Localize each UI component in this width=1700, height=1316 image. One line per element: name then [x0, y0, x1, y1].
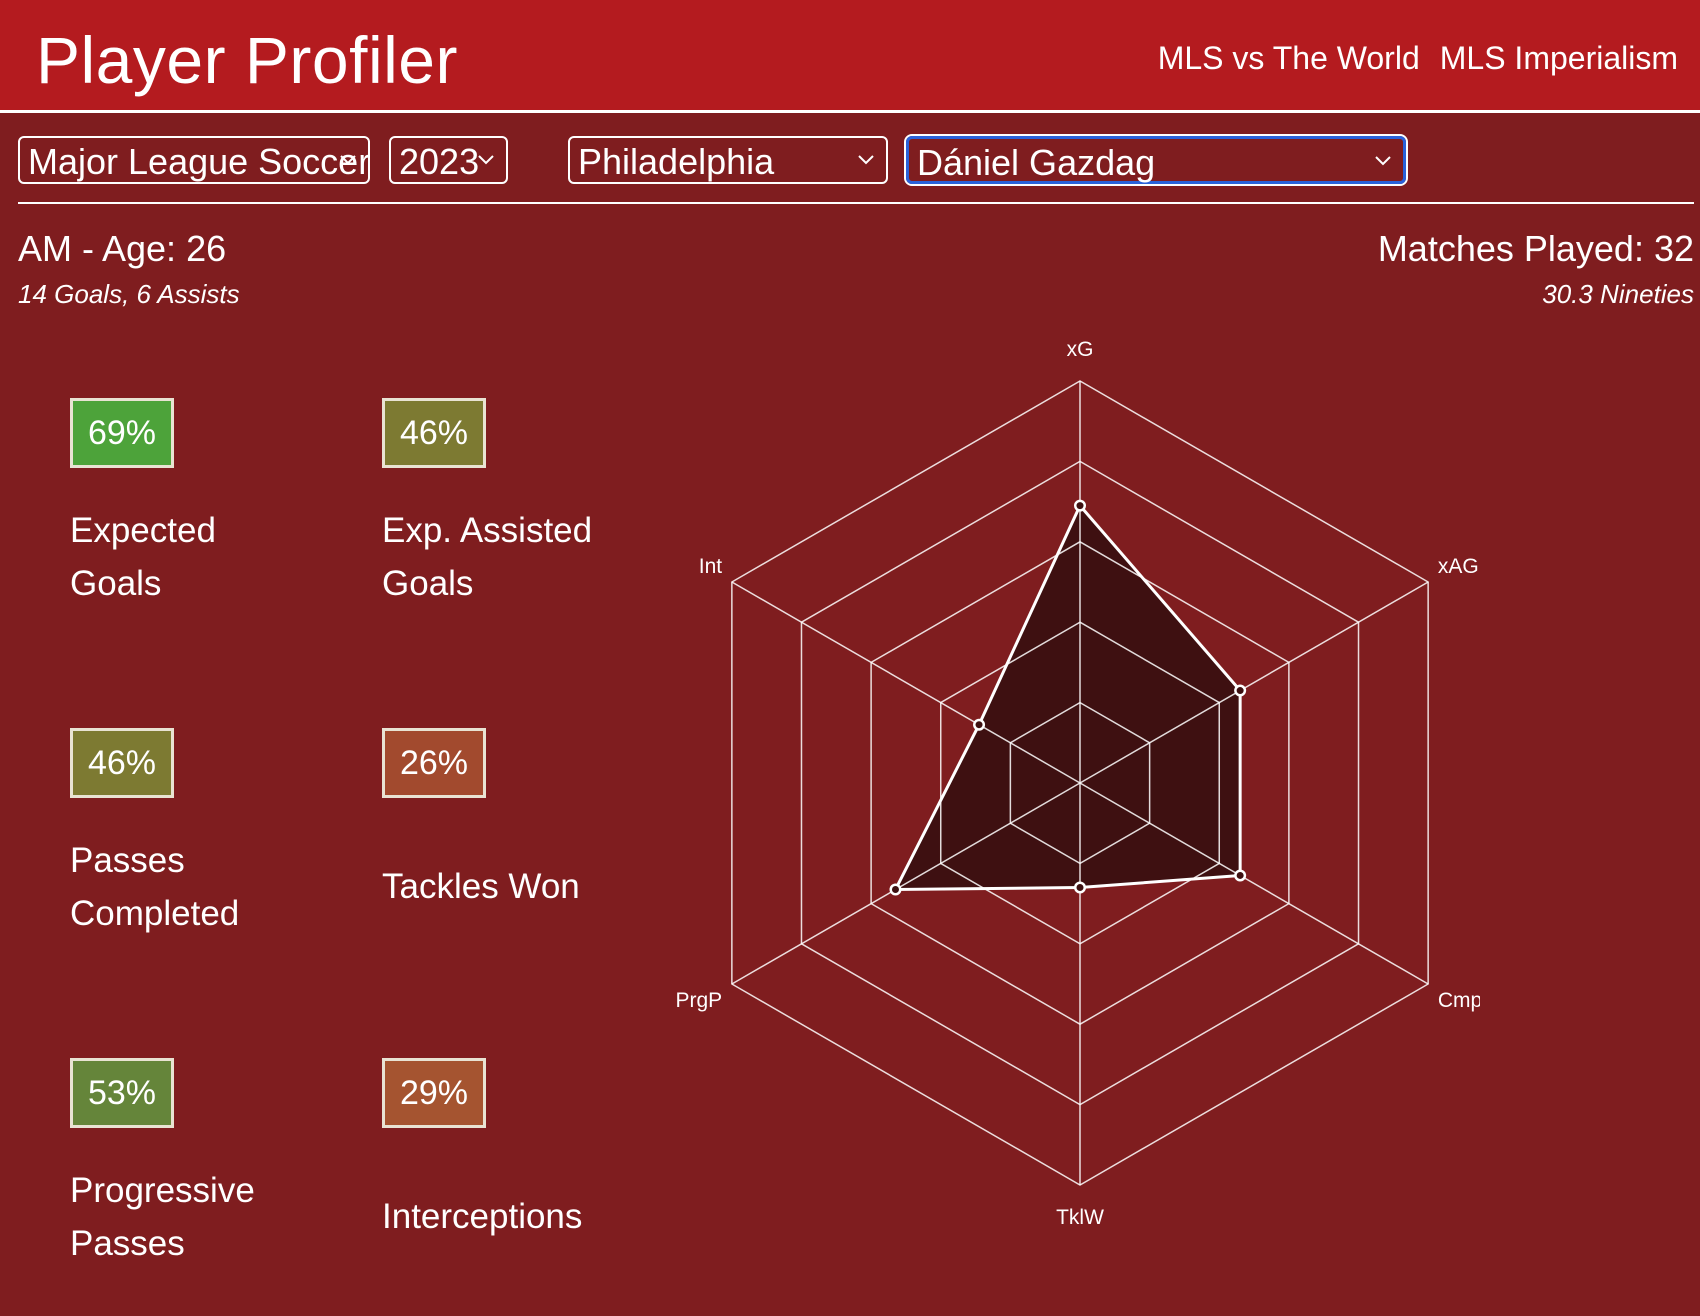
radar-axis-label-cmp: Cmp — [1438, 989, 1480, 1012]
metric-label: Exp. Assisted Goals — [382, 511, 593, 603]
metric-label: Interceptions — [382, 1197, 583, 1236]
goals-assists: 14 Goals, 6 Assists — [18, 279, 240, 309]
radar-axis-label-xg: xG — [1067, 338, 1094, 361]
radar-spoke — [731, 782, 1081, 985]
radar-point-center — [891, 886, 899, 894]
percentile-badge: 53% — [70, 1058, 174, 1128]
top-nav: MLS vs The World MLS Imperialism — [1158, 38, 1678, 78]
player-select-value: Dániel Gazdag — [917, 142, 1156, 183]
app-title: Player Profiler — [36, 23, 458, 97]
chevron-down-icon — [1375, 156, 1391, 166]
percentile-badge: 29% — [382, 1058, 486, 1128]
radar-point-center — [975, 721, 983, 729]
chevron-down-icon — [858, 155, 874, 165]
radar-spoke — [1079, 782, 1429, 985]
radar-point-center — [1076, 502, 1084, 510]
radar-spoke — [731, 581, 1081, 784]
player-select[interactable]: Dániel Gazdag — [906, 136, 1406, 184]
percentile-badge: 69% — [70, 398, 174, 468]
metric-label: Tackles Won — [382, 867, 580, 906]
league-select-value: Major League Soccer — [28, 141, 371, 182]
radar-point-center — [1236, 871, 1244, 879]
player-playing-time: Matches Played: 32 30.3 Nineties — [1378, 228, 1694, 310]
team-select-value: Philadelphia — [578, 141, 775, 182]
radar-point-center — [1236, 687, 1244, 695]
radar-axis-label-xag: xAG — [1438, 555, 1479, 578]
nav-link-mls-imperialism[interactable]: MLS Imperialism — [1439, 40, 1678, 76]
radar-spoke — [1079, 581, 1429, 784]
league-select[interactable]: Major League Soccer — [18, 136, 370, 184]
percentile-badge: 46% — [382, 398, 486, 468]
season-select[interactable]: 2023 — [389, 136, 508, 184]
metric-label: Progressive Passes — [70, 1171, 255, 1263]
radar-axis-label-prgp: PrgP — [675, 989, 722, 1012]
nineties: 30.3 Nineties — [1542, 279, 1694, 309]
radar-chart: xG xAG Cmp TklW PrgP Int — [675, 338, 1480, 1229]
position-age: AM - Age: 26 — [18, 228, 227, 269]
team-select[interactable]: Philadelphia — [568, 136, 888, 184]
percentile-badge: 26% — [382, 728, 486, 798]
chevron-down-icon — [478, 155, 494, 165]
app-header: Player Profiler MLS vs The World MLS Imp… — [0, 0, 1700, 113]
metric-label: Expected Goals — [70, 511, 216, 603]
season-select-value: 2023 — [399, 141, 480, 182]
matches-played: Matches Played: 32 — [1377, 228, 1694, 269]
chevron-down-icon — [340, 155, 356, 165]
radar-axis-label-int: Int — [699, 555, 723, 578]
radar-area — [895, 505, 1241, 890]
radar-axis-label-tklw: TklW — [1056, 1206, 1104, 1229]
player-summary: AM - Age: 26 14 Goals, 6 Assists — [18, 228, 240, 310]
metric-label: Passes Completed — [70, 841, 240, 933]
nav-link-mls-vs-world[interactable]: MLS vs The World — [1157, 40, 1420, 76]
radar-point-center — [1076, 884, 1084, 892]
divider — [18, 202, 1694, 204]
percentile-badge: 46% — [70, 728, 174, 798]
